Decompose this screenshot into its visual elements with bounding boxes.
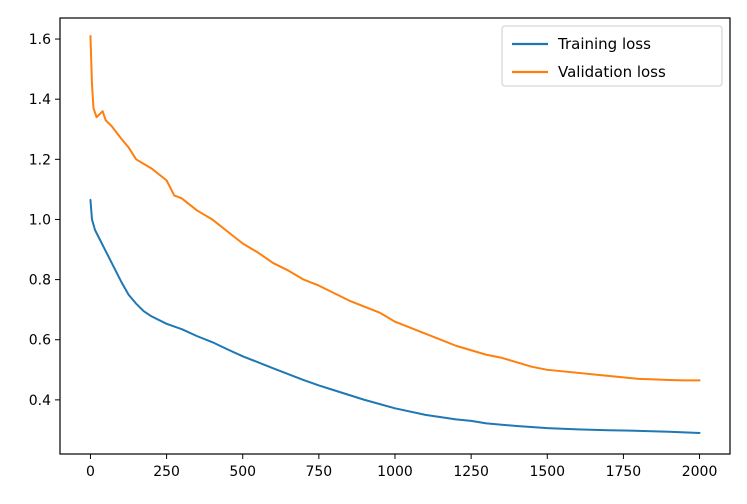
x-tick-label: 1500 xyxy=(529,464,565,480)
y-tick-label: 0.6 xyxy=(29,333,51,349)
x-tick-label: 250 xyxy=(153,464,180,480)
series-layer xyxy=(89,35,701,434)
x-tick-label: 2000 xyxy=(682,464,718,480)
x-tick-label: 1250 xyxy=(453,464,489,480)
y-tick-label: 1.6 xyxy=(29,32,51,48)
y-tick-label: 1.2 xyxy=(29,152,51,168)
legend-box xyxy=(501,25,723,87)
series-line-1 xyxy=(89,35,701,382)
y-tick-label: 1.0 xyxy=(29,212,51,228)
x-tick-label: 1000 xyxy=(377,464,413,480)
y-tick-label: 0.8 xyxy=(29,273,51,289)
legend-label-1: Validation loss xyxy=(558,63,666,81)
x-axis-ticks: 0 250 500 750 1000 1250 1500 1750 2000 xyxy=(86,454,717,480)
x-tick-label: 1750 xyxy=(606,464,642,480)
x-tick-label: 0 xyxy=(86,464,95,480)
legend-label-0: Training loss xyxy=(557,35,651,53)
series-line-0 xyxy=(89,198,701,434)
y-tick-label: 0.4 xyxy=(29,393,51,409)
x-tick-label: 750 xyxy=(305,464,332,480)
legend: Training loss Validation loss xyxy=(501,25,723,87)
y-axis-ticks: 0.4 0.6 0.8 1.0 1.2 1.4 1.6 xyxy=(29,32,60,409)
y-tick-label: 1.4 xyxy=(29,92,51,108)
x-tick-label: 500 xyxy=(229,464,256,480)
